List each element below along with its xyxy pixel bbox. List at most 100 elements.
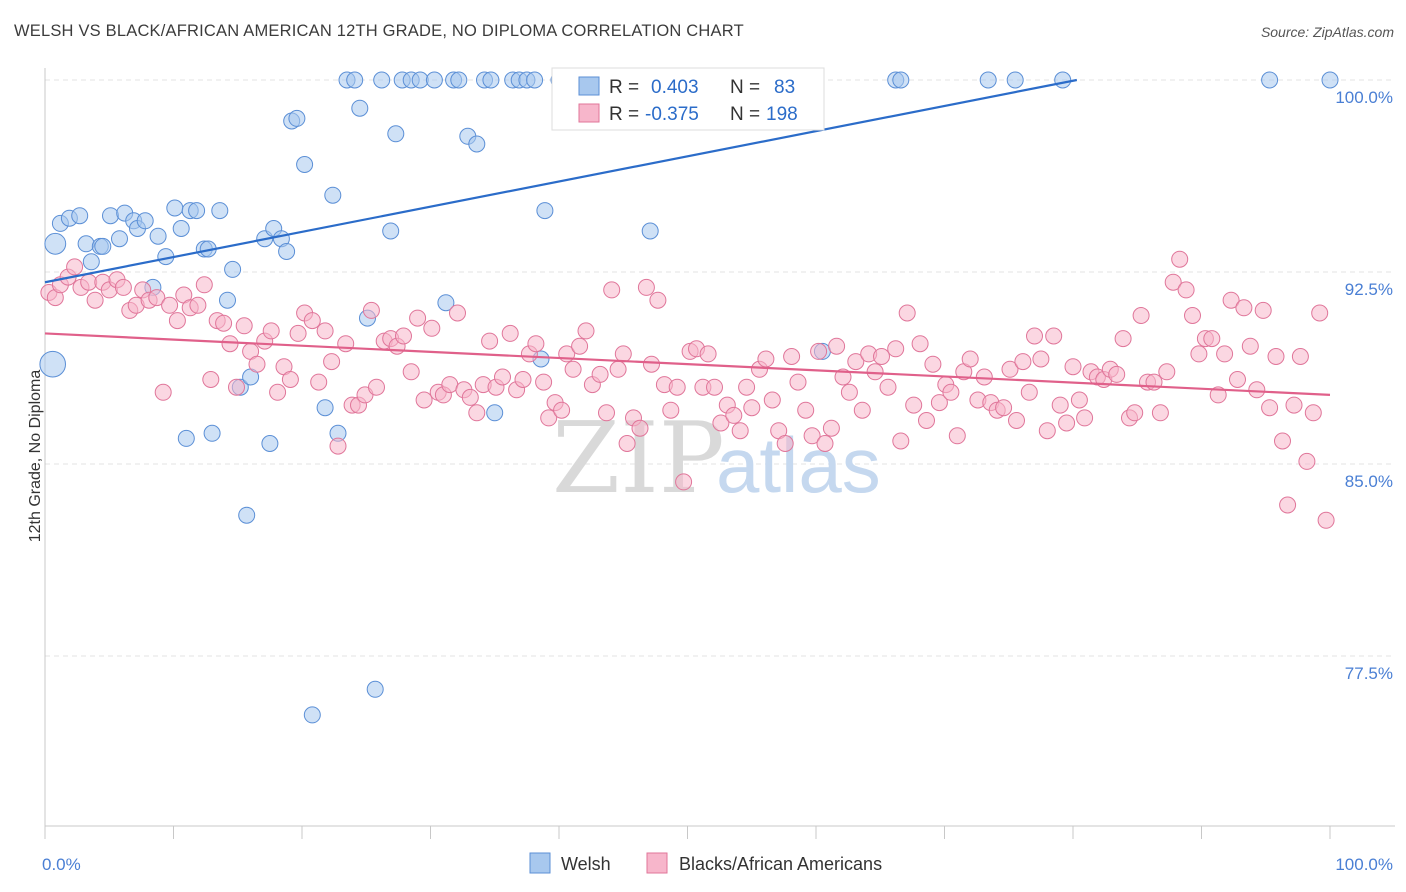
welsh-point-39 bbox=[296, 156, 314, 173]
welsh-point-60 bbox=[468, 135, 486, 153]
black-point-115 bbox=[789, 373, 807, 391]
y-tick-labels: 77.5% 85.0% 92.5% 100.0% bbox=[1335, 88, 1393, 683]
welsh-point-6 bbox=[82, 253, 100, 271]
black-point-92 bbox=[643, 355, 660, 373]
grid-lines bbox=[45, 79, 1395, 657]
welsh-point-51 bbox=[387, 125, 405, 143]
black-point-116 bbox=[797, 401, 815, 419]
black-point-136 bbox=[924, 355, 942, 373]
welsh-point-40 bbox=[303, 706, 321, 724]
y-tick-label-0: 77.5% bbox=[1345, 664, 1393, 683]
welsh-point-16 bbox=[149, 227, 167, 245]
black-point-54 bbox=[402, 363, 420, 381]
black-point-105 bbox=[725, 406, 743, 424]
welsh-point-79 bbox=[979, 71, 997, 89]
black-point-149 bbox=[1008, 412, 1025, 429]
black-point-36 bbox=[281, 371, 299, 388]
black-point-23 bbox=[195, 276, 213, 294]
black-point-118 bbox=[810, 342, 828, 360]
black-point-128 bbox=[873, 348, 890, 365]
black-point-93 bbox=[649, 291, 667, 309]
welsh-point-58 bbox=[450, 71, 468, 89]
black-point-148 bbox=[1001, 360, 1019, 378]
black-point-173 bbox=[1158, 363, 1176, 381]
welsh-point-9 bbox=[102, 207, 119, 225]
welsh-point-22 bbox=[188, 202, 206, 220]
black-point-28 bbox=[228, 378, 245, 396]
black-point-117 bbox=[803, 427, 821, 445]
black-point-34 bbox=[269, 383, 287, 401]
black-point-7 bbox=[86, 291, 104, 309]
black-point-185 bbox=[1235, 299, 1253, 317]
black-point-49 bbox=[368, 378, 385, 396]
black-point-53 bbox=[395, 327, 412, 345]
black-point-43 bbox=[329, 437, 347, 455]
welsh-point-8 bbox=[94, 237, 112, 255]
black-point-168 bbox=[1126, 404, 1144, 422]
black-point-158 bbox=[1064, 358, 1082, 376]
welsh-point-38 bbox=[288, 109, 306, 127]
legend-n-value-welsh: 83 bbox=[774, 77, 795, 98]
x-tick-labels: 0.0% 100.0% bbox=[42, 855, 1393, 874]
black-point-139 bbox=[942, 383, 960, 401]
welsh-point-28 bbox=[224, 260, 242, 278]
black-point-142 bbox=[961, 350, 979, 368]
welsh-point-82 bbox=[1261, 71, 1279, 89]
trendlines bbox=[44, 78, 1331, 396]
black-point-73 bbox=[527, 335, 545, 353]
black-point-66 bbox=[481, 332, 499, 350]
black-point-114 bbox=[783, 348, 801, 365]
black-point-6 bbox=[80, 273, 98, 291]
welsh-point-25 bbox=[203, 424, 221, 442]
black-point-159 bbox=[1070, 391, 1088, 409]
welsh-point-14 bbox=[136, 212, 154, 230]
legend-swatch-black bbox=[578, 103, 600, 123]
black-point-97 bbox=[675, 473, 693, 491]
welsh-point-78 bbox=[892, 71, 910, 89]
black-point-129 bbox=[879, 378, 897, 396]
black-point-88 bbox=[618, 435, 636, 452]
black-point-57 bbox=[423, 319, 441, 337]
legend-box: R = 0.403 N = 83 R = -0.375 N = 198 bbox=[551, 67, 825, 131]
black-point-11 bbox=[114, 278, 132, 296]
welsh-point-18 bbox=[166, 199, 184, 217]
black-point-160 bbox=[1076, 409, 1094, 427]
black-point-103 bbox=[712, 414, 730, 432]
black-point-74 bbox=[535, 373, 553, 391]
black-point-196 bbox=[1304, 404, 1322, 422]
welsh-point-10 bbox=[111, 230, 128, 248]
black-point-189 bbox=[1261, 399, 1279, 417]
black-point-18 bbox=[161, 296, 179, 314]
black-point-178 bbox=[1190, 345, 1208, 363]
welsh-point-67 bbox=[526, 71, 544, 89]
welsh-point-50 bbox=[382, 222, 400, 240]
welsh-point-73 bbox=[641, 222, 659, 240]
black-point-80 bbox=[571, 337, 589, 355]
black-point-37 bbox=[289, 324, 307, 342]
black-point-75 bbox=[540, 409, 558, 427]
bottom-legend-label-black: Blacks/African Americans bbox=[679, 854, 882, 874]
black-point-27 bbox=[221, 335, 239, 353]
source-label: Source: ZipAtlas.com bbox=[1260, 24, 1394, 40]
x-tick-label-1: 100.0% bbox=[1335, 855, 1393, 874]
black-point-48 bbox=[362, 301, 380, 319]
black-point-56 bbox=[415, 391, 433, 409]
trendline-black bbox=[44, 332, 1331, 396]
y-tick-label-1: 85.0% bbox=[1345, 472, 1393, 491]
black-point-152 bbox=[1026, 327, 1043, 345]
black-point-195 bbox=[1298, 452, 1316, 470]
black-point-95 bbox=[662, 401, 680, 419]
chart-title: WELSH VS BLACK/AFRICAN AMERICAN 12TH GRA… bbox=[14, 22, 744, 40]
black-point-172 bbox=[1151, 404, 1169, 422]
y-tick-label-3: 100.0% bbox=[1335, 88, 1393, 107]
black-point-156 bbox=[1051, 396, 1069, 414]
black-point-107 bbox=[738, 378, 756, 396]
welsh-point-4 bbox=[71, 207, 89, 225]
black-point-44 bbox=[337, 335, 355, 353]
black-point-122 bbox=[834, 368, 852, 386]
welsh-point-62 bbox=[482, 71, 500, 89]
black-point-33 bbox=[262, 322, 280, 340]
welsh-point-1 bbox=[44, 232, 67, 255]
black-point-153 bbox=[1032, 350, 1050, 368]
